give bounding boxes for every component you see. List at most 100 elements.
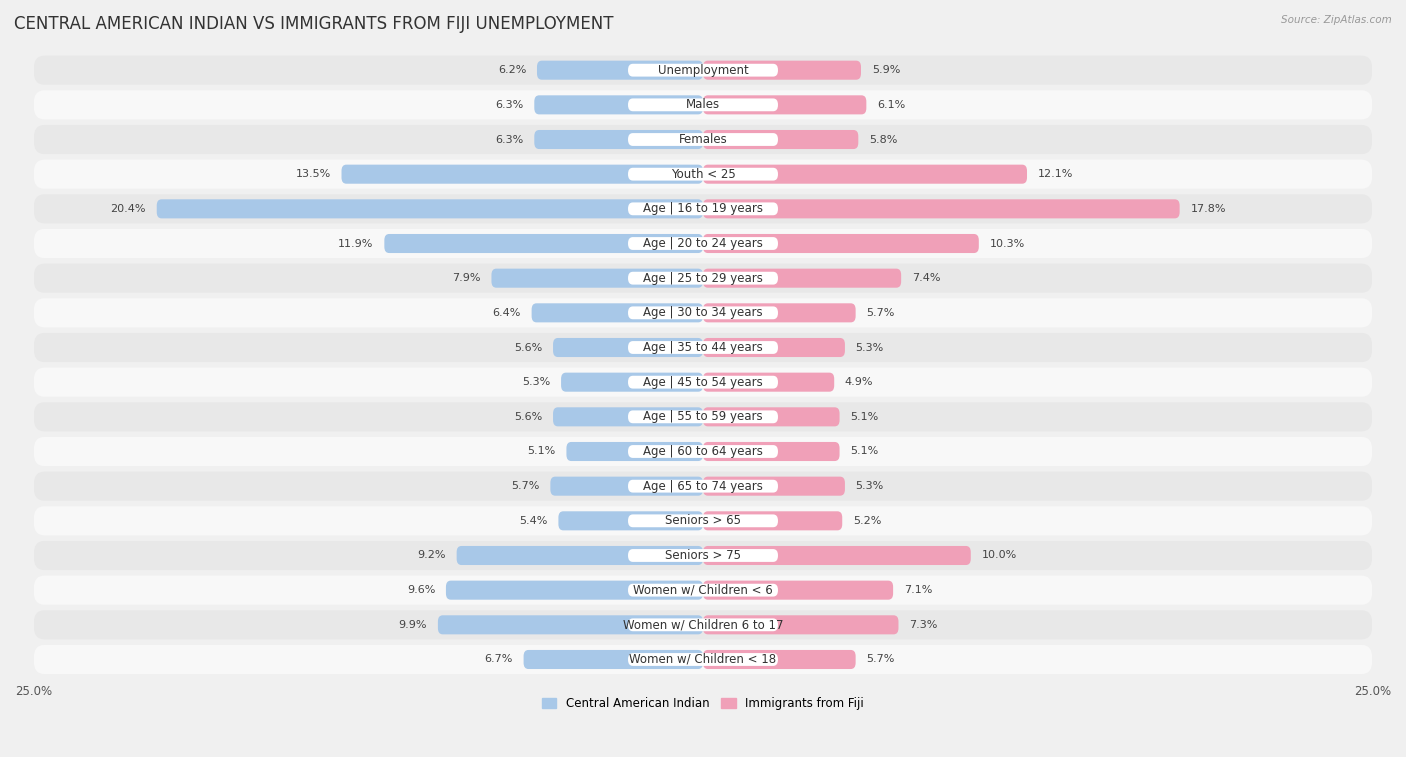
FancyBboxPatch shape: [34, 437, 1372, 466]
Text: Unemployment: Unemployment: [658, 64, 748, 76]
FancyBboxPatch shape: [446, 581, 703, 600]
Text: 5.7%: 5.7%: [866, 655, 894, 665]
FancyBboxPatch shape: [34, 263, 1372, 293]
Text: 7.9%: 7.9%: [453, 273, 481, 283]
Text: 5.2%: 5.2%: [853, 516, 882, 526]
Text: 10.0%: 10.0%: [981, 550, 1017, 560]
FancyBboxPatch shape: [537, 61, 703, 79]
FancyBboxPatch shape: [34, 402, 1372, 431]
FancyBboxPatch shape: [703, 546, 970, 565]
FancyBboxPatch shape: [437, 615, 703, 634]
FancyBboxPatch shape: [628, 618, 778, 631]
FancyBboxPatch shape: [384, 234, 703, 253]
FancyBboxPatch shape: [628, 445, 778, 458]
Text: Age | 25 to 29 years: Age | 25 to 29 years: [643, 272, 763, 285]
Text: Source: ZipAtlas.com: Source: ZipAtlas.com: [1281, 15, 1392, 25]
Text: Age | 55 to 59 years: Age | 55 to 59 years: [643, 410, 763, 423]
Text: 5.3%: 5.3%: [522, 377, 550, 387]
Text: 6.3%: 6.3%: [495, 135, 523, 145]
FancyBboxPatch shape: [628, 202, 778, 215]
FancyBboxPatch shape: [703, 95, 866, 114]
Text: CENTRAL AMERICAN INDIAN VS IMMIGRANTS FROM FIJI UNEMPLOYMENT: CENTRAL AMERICAN INDIAN VS IMMIGRANTS FR…: [14, 15, 613, 33]
FancyBboxPatch shape: [628, 133, 778, 146]
Text: Age | 30 to 34 years: Age | 30 to 34 years: [643, 307, 763, 319]
Text: Males: Males: [686, 98, 720, 111]
FancyBboxPatch shape: [703, 372, 834, 391]
FancyBboxPatch shape: [703, 442, 839, 461]
Text: 6.7%: 6.7%: [485, 655, 513, 665]
FancyBboxPatch shape: [34, 160, 1372, 188]
FancyBboxPatch shape: [34, 90, 1372, 120]
FancyBboxPatch shape: [34, 368, 1372, 397]
Text: 5.6%: 5.6%: [515, 342, 543, 353]
FancyBboxPatch shape: [628, 653, 778, 666]
FancyBboxPatch shape: [703, 338, 845, 357]
FancyBboxPatch shape: [531, 304, 703, 322]
FancyBboxPatch shape: [703, 269, 901, 288]
FancyBboxPatch shape: [34, 506, 1372, 535]
FancyBboxPatch shape: [703, 164, 1026, 184]
FancyBboxPatch shape: [534, 95, 703, 114]
Text: 5.1%: 5.1%: [851, 447, 879, 456]
Text: 17.8%: 17.8%: [1191, 204, 1226, 213]
FancyBboxPatch shape: [553, 338, 703, 357]
Text: 5.7%: 5.7%: [512, 481, 540, 491]
FancyBboxPatch shape: [628, 480, 778, 493]
Text: 5.3%: 5.3%: [856, 342, 884, 353]
Text: Women w/ Children 6 to 17: Women w/ Children 6 to 17: [623, 618, 783, 631]
Text: Age | 60 to 64 years: Age | 60 to 64 years: [643, 445, 763, 458]
FancyBboxPatch shape: [628, 237, 778, 250]
FancyBboxPatch shape: [34, 575, 1372, 605]
FancyBboxPatch shape: [492, 269, 703, 288]
Text: 13.5%: 13.5%: [295, 169, 330, 179]
Text: 7.3%: 7.3%: [910, 620, 938, 630]
FancyBboxPatch shape: [628, 341, 778, 354]
FancyBboxPatch shape: [34, 298, 1372, 327]
FancyBboxPatch shape: [34, 229, 1372, 258]
Text: Age | 20 to 24 years: Age | 20 to 24 years: [643, 237, 763, 250]
Text: Age | 35 to 44 years: Age | 35 to 44 years: [643, 341, 763, 354]
FancyBboxPatch shape: [628, 375, 778, 388]
FancyBboxPatch shape: [457, 546, 703, 565]
FancyBboxPatch shape: [703, 407, 839, 426]
FancyBboxPatch shape: [628, 307, 778, 319]
FancyBboxPatch shape: [534, 130, 703, 149]
FancyBboxPatch shape: [34, 472, 1372, 500]
Text: 5.1%: 5.1%: [851, 412, 879, 422]
FancyBboxPatch shape: [34, 645, 1372, 674]
FancyBboxPatch shape: [561, 372, 703, 391]
FancyBboxPatch shape: [628, 168, 778, 181]
FancyBboxPatch shape: [703, 304, 856, 322]
FancyBboxPatch shape: [703, 234, 979, 253]
Text: 9.9%: 9.9%: [399, 620, 427, 630]
Text: 7.1%: 7.1%: [904, 585, 932, 595]
Text: 5.4%: 5.4%: [519, 516, 548, 526]
FancyBboxPatch shape: [628, 515, 778, 527]
FancyBboxPatch shape: [628, 272, 778, 285]
Text: 11.9%: 11.9%: [339, 238, 374, 248]
FancyBboxPatch shape: [703, 581, 893, 600]
Text: 5.8%: 5.8%: [869, 135, 897, 145]
FancyBboxPatch shape: [34, 55, 1372, 85]
FancyBboxPatch shape: [567, 442, 703, 461]
Text: Women w/ Children < 18: Women w/ Children < 18: [630, 653, 776, 666]
Text: Seniors > 65: Seniors > 65: [665, 514, 741, 528]
FancyBboxPatch shape: [558, 511, 703, 531]
Text: 6.1%: 6.1%: [877, 100, 905, 110]
Text: 4.9%: 4.9%: [845, 377, 873, 387]
Text: Age | 65 to 74 years: Age | 65 to 74 years: [643, 480, 763, 493]
FancyBboxPatch shape: [703, 61, 860, 79]
FancyBboxPatch shape: [628, 64, 778, 76]
Text: Youth < 25: Youth < 25: [671, 168, 735, 181]
Text: Age | 45 to 54 years: Age | 45 to 54 years: [643, 375, 763, 388]
Text: 5.3%: 5.3%: [856, 481, 884, 491]
FancyBboxPatch shape: [34, 610, 1372, 640]
Text: 5.6%: 5.6%: [515, 412, 543, 422]
Text: 9.6%: 9.6%: [406, 585, 436, 595]
FancyBboxPatch shape: [703, 477, 845, 496]
Text: 20.4%: 20.4%: [111, 204, 146, 213]
Text: 5.9%: 5.9%: [872, 65, 900, 75]
FancyBboxPatch shape: [34, 125, 1372, 154]
FancyBboxPatch shape: [628, 549, 778, 562]
Text: Seniors > 75: Seniors > 75: [665, 549, 741, 562]
